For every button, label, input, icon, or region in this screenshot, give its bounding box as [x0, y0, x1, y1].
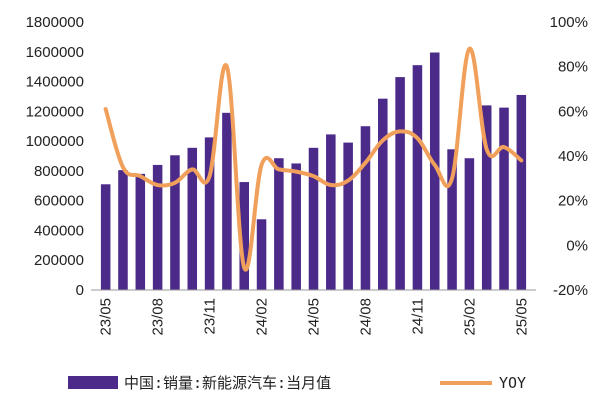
bar-24/04 — [291, 163, 301, 290]
y-right-tick-label: 20% — [558, 193, 588, 210]
bar-25/04 — [499, 107, 509, 290]
y-left-tick-label: 600000 — [34, 193, 84, 210]
legend: 中国:销量:新能源汽车:当月值 YOY — [68, 374, 526, 392]
bar-24/03 — [274, 158, 284, 290]
x-tick-label: 23/05 — [98, 298, 115, 336]
bar-series — [100, 52, 527, 291]
y-left-tick-label: 1600000 — [26, 44, 84, 61]
y-left-tick-labels: 0 200000 400000 600000 800000 1000000 1200000 1… — [26, 14, 84, 299]
bar-24/02 — [256, 219, 267, 290]
bar-24/10 — [395, 77, 405, 290]
x-tick-label: 24/05 — [306, 298, 323, 336]
x-tick-label: 25/05 — [513, 298, 530, 336]
bar-23/05 — [100, 184, 111, 290]
bar-24/12 — [429, 52, 440, 290]
y-left-tick-label: 1200000 — [26, 103, 84, 120]
x-tick-label: 23/11 — [202, 298, 219, 334]
bar-23/07 — [135, 173, 146, 290]
bar-24/09 — [378, 98, 388, 291]
y-right-tick-label: 0% — [566, 237, 588, 254]
y-left-tick-label: 200000 — [34, 252, 84, 269]
bar-24/08 — [360, 126, 371, 290]
y-left-tick-label: 1800000 — [26, 14, 84, 31]
x-tick-label: 24/02 — [254, 298, 271, 336]
legend-bar-swatch — [68, 376, 118, 389]
bar-24/05 — [308, 147, 319, 290]
bar-24/01 — [239, 182, 249, 290]
x-tick-label: 23/08 — [150, 298, 167, 336]
y-right-tick-label: 100% — [550, 14, 588, 31]
bar-24/11 — [412, 65, 423, 291]
legend-line-label: YOY — [499, 374, 526, 392]
legend-bar-label: 中国:销量:新能源汽车:当月值 — [124, 374, 331, 392]
bar-24/07 — [343, 142, 353, 290]
x-tick-labels: 23/05 23/08 23/11 24/02 24/05 24/08 24/11 25/02… — [98, 298, 531, 336]
bar-25/02 — [464, 158, 475, 290]
y-left-tick-label: 800000 — [34, 163, 84, 180]
x-tick-label: 24/08 — [357, 298, 374, 336]
bar-23/06 — [118, 170, 128, 290]
y-left-tick-label: 400000 — [34, 222, 84, 239]
y-right-tick-labels: -20% 0% 20% 40% 60% 80% 100% — [550, 14, 588, 299]
bar-23/11 — [204, 137, 215, 290]
y-left-tick-label: 1400000 — [26, 74, 84, 91]
y-right-tick-label: -20% — [553, 282, 588, 299]
y-right-tick-label: 40% — [558, 148, 588, 165]
bar-25/01 — [447, 149, 457, 290]
bar-25/05 — [516, 94, 527, 291]
y-right-tick-label: 60% — [558, 103, 588, 120]
bar-23/10 — [187, 147, 198, 290]
y-left-tick-label: 1000000 — [26, 133, 84, 150]
bar-25/03 — [481, 105, 492, 290]
y-left-tick-label: 0 — [76, 282, 84, 299]
bar-23/12 — [222, 112, 232, 290]
yoy-line — [103, 46, 524, 272]
yoy-line-series — [103, 46, 524, 272]
x-tick-label: 24/11 — [409, 298, 426, 334]
bar-23/09 — [170, 155, 180, 290]
x-tick-label: 25/02 — [461, 298, 478, 336]
bar-23/08 — [152, 164, 163, 290]
y-right-tick-label: 80% — [558, 59, 588, 76]
bar-24/06 — [326, 134, 336, 290]
